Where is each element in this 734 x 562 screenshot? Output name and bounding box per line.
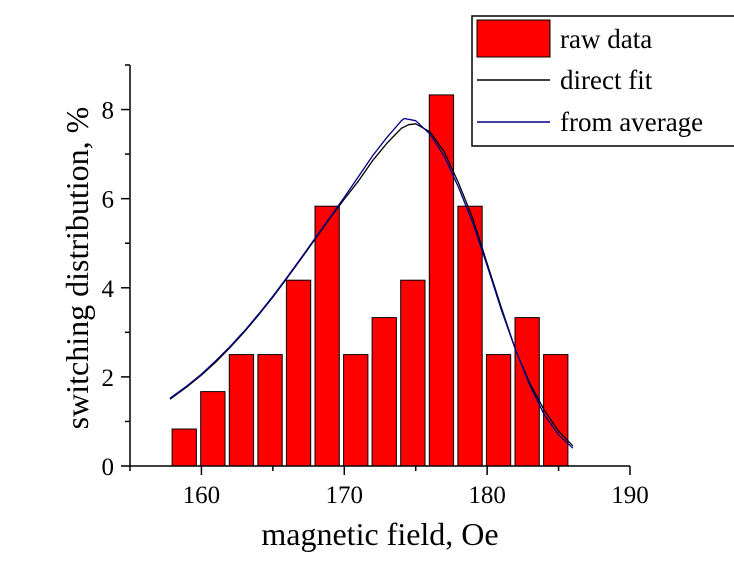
bar (343, 354, 369, 467)
fit-lines-layer (169, 117, 574, 449)
y-tick-label: 4 (102, 276, 115, 303)
legend: raw data direct fit from average (471, 15, 734, 147)
bar (371, 317, 397, 467)
bar (200, 391, 226, 467)
bar (514, 317, 540, 467)
y-ticks: 0 2 4 6 8 (102, 64, 130, 481)
bar (257, 354, 283, 467)
x-ticks: 160 170 180 190 (129, 466, 649, 509)
bar (171, 428, 197, 467)
x-tick-label: 180 (468, 482, 506, 509)
bar (457, 205, 483, 467)
bar (228, 354, 255, 467)
series-line (169, 117, 574, 449)
x-tick-label: 160 (183, 482, 221, 509)
x-tick-label: 170 (326, 482, 364, 509)
y-tick-label: 6 (102, 187, 115, 214)
bar (485, 354, 512, 467)
legend-label-raw-data: raw data (560, 24, 652, 54)
bar (314, 205, 340, 467)
bar (400, 279, 426, 467)
y-tick-label: 2 (102, 365, 115, 392)
legend-label-from-average: from average (560, 107, 703, 137)
y-tick-label: 8 (102, 98, 115, 125)
bars-layer (171, 94, 569, 467)
y-tick-label: 0 (102, 454, 115, 481)
bar (428, 94, 455, 467)
legend-label-direct-fit: direct fit (560, 65, 653, 95)
x-tick-label: 190 (611, 482, 649, 509)
legend-swatch-raw-data (476, 19, 551, 58)
bar (543, 354, 569, 467)
bar (285, 279, 312, 467)
x-axis-title: magnetic field, Oe (261, 516, 498, 552)
y-axis-title: switching distribution, % (59, 107, 95, 430)
